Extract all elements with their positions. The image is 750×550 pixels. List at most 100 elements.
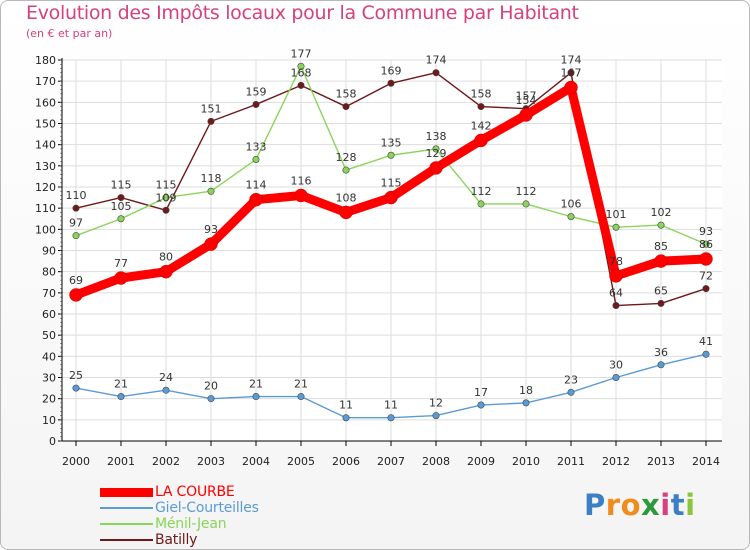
data-point: [474, 133, 488, 148]
y-tick-label: 180: [35, 54, 56, 67]
data-point: [609, 269, 623, 283]
y-tick-label: 80: [42, 266, 56, 279]
data-point: [432, 145, 440, 153]
data-label: 142: [471, 119, 492, 132]
data-point: [522, 200, 530, 208]
data-point: [564, 80, 578, 95]
data-label: 158: [336, 88, 357, 101]
logo-letter: t: [670, 488, 686, 522]
y-tick-label: 0: [49, 435, 56, 448]
chart-subtitle: (en € et par an): [26, 27, 113, 40]
y-tick-label: 140: [35, 139, 56, 152]
y-tick-label: 120: [35, 181, 56, 194]
data-point: [72, 204, 80, 212]
logo-letter: P: [584, 488, 606, 522]
data-label: 17: [474, 386, 488, 399]
data-point: [207, 117, 215, 125]
data-point: [429, 161, 443, 175]
data-label: 158: [471, 88, 492, 101]
data-point: [567, 213, 575, 221]
y-tick-label: 130: [35, 160, 56, 173]
legend-label: LA COURBE: [155, 484, 235, 500]
data-label: 174: [426, 54, 447, 67]
data-label: 72: [699, 270, 713, 283]
data-point: [612, 223, 620, 231]
y-tick-label: 20: [42, 393, 56, 406]
data-label: 65: [654, 284, 668, 297]
x-tick-label: 2004: [242, 455, 270, 468]
legend-label: Giel-Courteilles: [155, 500, 259, 516]
logo-letter: i: [660, 488, 671, 522]
legend-swatch: [100, 523, 153, 525]
data-label: 135: [381, 136, 402, 149]
data-point: [699, 252, 713, 266]
data-point: [702, 240, 710, 248]
x-tick-label: 2002: [152, 455, 180, 468]
logo-letter: o: [620, 488, 642, 522]
y-tick-label: 50: [42, 329, 56, 342]
data-label: 11: [384, 399, 398, 412]
data-label: 80: [159, 251, 173, 264]
data-point: [522, 399, 530, 407]
data-point: [567, 69, 575, 77]
data-label: 23: [564, 373, 578, 386]
data-point: [387, 151, 395, 159]
data-label: 24: [159, 371, 173, 384]
data-label: 157: [516, 90, 537, 103]
data-label: 114: [246, 179, 267, 192]
data-point: [162, 206, 170, 214]
data-point: [612, 373, 620, 381]
data-label: 109: [156, 191, 177, 204]
y-tick-label: 100: [35, 223, 56, 236]
data-point: [432, 412, 440, 420]
data-point: [249, 192, 263, 207]
x-tick-label: 2005: [287, 455, 315, 468]
x-tick-label: 2006: [332, 455, 360, 468]
data-label: 85: [654, 240, 668, 253]
data-label: 30: [609, 359, 623, 372]
data-label: 128: [336, 151, 357, 164]
data-label: 86: [699, 238, 713, 251]
data-point: [117, 215, 125, 223]
data-point: [477, 401, 485, 409]
proxiti-logo: Proxiti: [584, 488, 696, 522]
data-point: [477, 200, 485, 208]
data-point: [294, 188, 308, 203]
data-label: 116: [291, 174, 312, 187]
legend-swatch: [100, 539, 153, 541]
data-point: [117, 393, 125, 401]
logo-letter: x: [641, 488, 661, 522]
logo-letter: r: [605, 488, 621, 522]
data-label: 41: [699, 335, 713, 348]
data-label: 97: [69, 217, 83, 230]
data-label: 20: [204, 380, 218, 393]
data-label: 36: [654, 346, 668, 359]
data-point: [612, 302, 620, 310]
data-point: [297, 62, 305, 70]
data-point: [297, 393, 305, 401]
data-point: [297, 81, 305, 89]
y-tick-label: 60: [42, 308, 56, 321]
data-point: [567, 388, 575, 396]
legend-swatch: [100, 507, 153, 509]
x-tick-label: 2010: [512, 455, 540, 468]
chart-title: Evolution des Impôts locaux pour la Comm…: [26, 2, 579, 24]
data-point: [342, 414, 350, 422]
data-point: [432, 69, 440, 77]
x-tick-label: 2014: [692, 455, 720, 468]
data-label: 77: [114, 257, 128, 270]
data-point: [117, 194, 125, 202]
data-label: 133: [246, 140, 267, 153]
legend-label: Batilly: [155, 532, 198, 548]
data-point: [519, 108, 533, 122]
data-label: 69: [69, 274, 83, 287]
data-point: [162, 386, 170, 394]
data-label: 93: [699, 225, 713, 238]
legend-label: Ménil-Jean: [155, 516, 227, 532]
data-label: 102: [651, 206, 672, 219]
data-label: 21: [114, 378, 128, 391]
data-point: [654, 254, 668, 268]
y-tick-label: 150: [35, 118, 56, 131]
data-point: [702, 285, 710, 293]
